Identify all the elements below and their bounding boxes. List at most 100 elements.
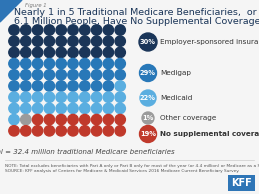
Circle shape (115, 70, 125, 80)
Polygon shape (0, 0, 22, 22)
Circle shape (68, 47, 78, 58)
Circle shape (91, 47, 102, 58)
Circle shape (115, 47, 125, 58)
Circle shape (21, 81, 31, 91)
Circle shape (91, 25, 102, 35)
Circle shape (56, 81, 66, 91)
Circle shape (56, 103, 66, 114)
Circle shape (9, 47, 19, 58)
Circle shape (103, 92, 114, 102)
Text: 22%: 22% (140, 95, 156, 101)
Circle shape (68, 92, 78, 102)
Circle shape (80, 36, 90, 46)
Circle shape (115, 36, 125, 46)
Circle shape (140, 90, 156, 106)
Circle shape (139, 33, 157, 51)
Circle shape (68, 25, 78, 35)
Circle shape (9, 81, 19, 91)
Circle shape (103, 25, 114, 35)
Circle shape (68, 126, 78, 136)
Text: 1%: 1% (142, 115, 154, 121)
Text: Medigap: Medigap (160, 70, 191, 76)
Circle shape (115, 126, 125, 136)
Circle shape (68, 103, 78, 114)
Circle shape (9, 36, 19, 46)
Text: 6.1 Million People, Have No Supplemental Coverage: 6.1 Million People, Have No Supplemental… (14, 17, 259, 26)
Circle shape (44, 126, 55, 136)
Circle shape (32, 25, 43, 35)
Circle shape (44, 92, 55, 102)
Circle shape (9, 114, 19, 125)
Circle shape (68, 58, 78, 69)
Circle shape (91, 103, 102, 114)
Circle shape (103, 81, 114, 91)
Circle shape (21, 58, 31, 69)
Circle shape (21, 36, 31, 46)
Circle shape (56, 25, 66, 35)
Circle shape (103, 103, 114, 114)
Text: Nearly 1 in 5 Traditional Medicare Beneficiaries,  or: Nearly 1 in 5 Traditional Medicare Benef… (14, 8, 257, 17)
Circle shape (91, 92, 102, 102)
Circle shape (80, 47, 90, 58)
Circle shape (115, 25, 125, 35)
Circle shape (68, 36, 78, 46)
Circle shape (80, 126, 90, 136)
Text: No supplemental coverage: No supplemental coverage (160, 131, 259, 137)
Circle shape (91, 81, 102, 91)
Circle shape (44, 25, 55, 35)
Circle shape (56, 70, 66, 80)
Circle shape (9, 58, 19, 69)
Text: Medicaid: Medicaid (160, 95, 192, 101)
Circle shape (21, 126, 31, 136)
Text: Other coverage: Other coverage (160, 115, 216, 121)
Circle shape (32, 126, 43, 136)
Circle shape (103, 70, 114, 80)
Circle shape (56, 47, 66, 58)
Circle shape (103, 58, 114, 69)
Circle shape (56, 36, 66, 46)
Circle shape (32, 47, 43, 58)
Circle shape (44, 70, 55, 80)
Circle shape (68, 81, 78, 91)
Text: 2016 Total = 32.4 million traditional Medicare beneficiaries: 2016 Total = 32.4 million traditional Me… (0, 149, 174, 155)
Circle shape (21, 103, 31, 114)
Circle shape (115, 92, 125, 102)
Circle shape (9, 92, 19, 102)
Circle shape (80, 81, 90, 91)
Circle shape (56, 114, 66, 125)
Circle shape (44, 103, 55, 114)
Circle shape (103, 114, 114, 125)
Circle shape (44, 58, 55, 69)
Text: KFF: KFF (231, 178, 252, 188)
Text: 30%: 30% (140, 39, 156, 45)
FancyBboxPatch shape (228, 175, 255, 191)
Circle shape (56, 58, 66, 69)
Circle shape (142, 112, 154, 124)
Circle shape (9, 126, 19, 136)
Circle shape (21, 70, 31, 80)
Circle shape (56, 92, 66, 102)
Circle shape (91, 70, 102, 80)
Circle shape (103, 126, 114, 136)
Circle shape (80, 103, 90, 114)
Circle shape (103, 47, 114, 58)
Circle shape (32, 103, 43, 114)
Circle shape (115, 58, 125, 69)
Text: Employer-sponsored insurance: Employer-sponsored insurance (160, 39, 259, 45)
Text: SOURCE: KFF analysis of Centers for Medicare & Medicaid Services 2016 Medicare C: SOURCE: KFF analysis of Centers for Medi… (5, 169, 240, 173)
Text: 19%: 19% (140, 131, 156, 137)
Text: 29%: 29% (140, 70, 156, 76)
Text: Figure 1: Figure 1 (25, 3, 47, 8)
Text: NOTE: Total excludes beneficiaries with Part A only or Part B only for most of t: NOTE: Total excludes beneficiaries with … (5, 164, 259, 168)
Circle shape (91, 114, 102, 125)
Circle shape (44, 114, 55, 125)
Circle shape (140, 126, 156, 143)
Circle shape (91, 58, 102, 69)
Circle shape (32, 81, 43, 91)
Circle shape (56, 126, 66, 136)
Circle shape (9, 103, 19, 114)
Circle shape (32, 92, 43, 102)
Circle shape (115, 81, 125, 91)
Circle shape (9, 25, 19, 35)
Circle shape (68, 70, 78, 80)
